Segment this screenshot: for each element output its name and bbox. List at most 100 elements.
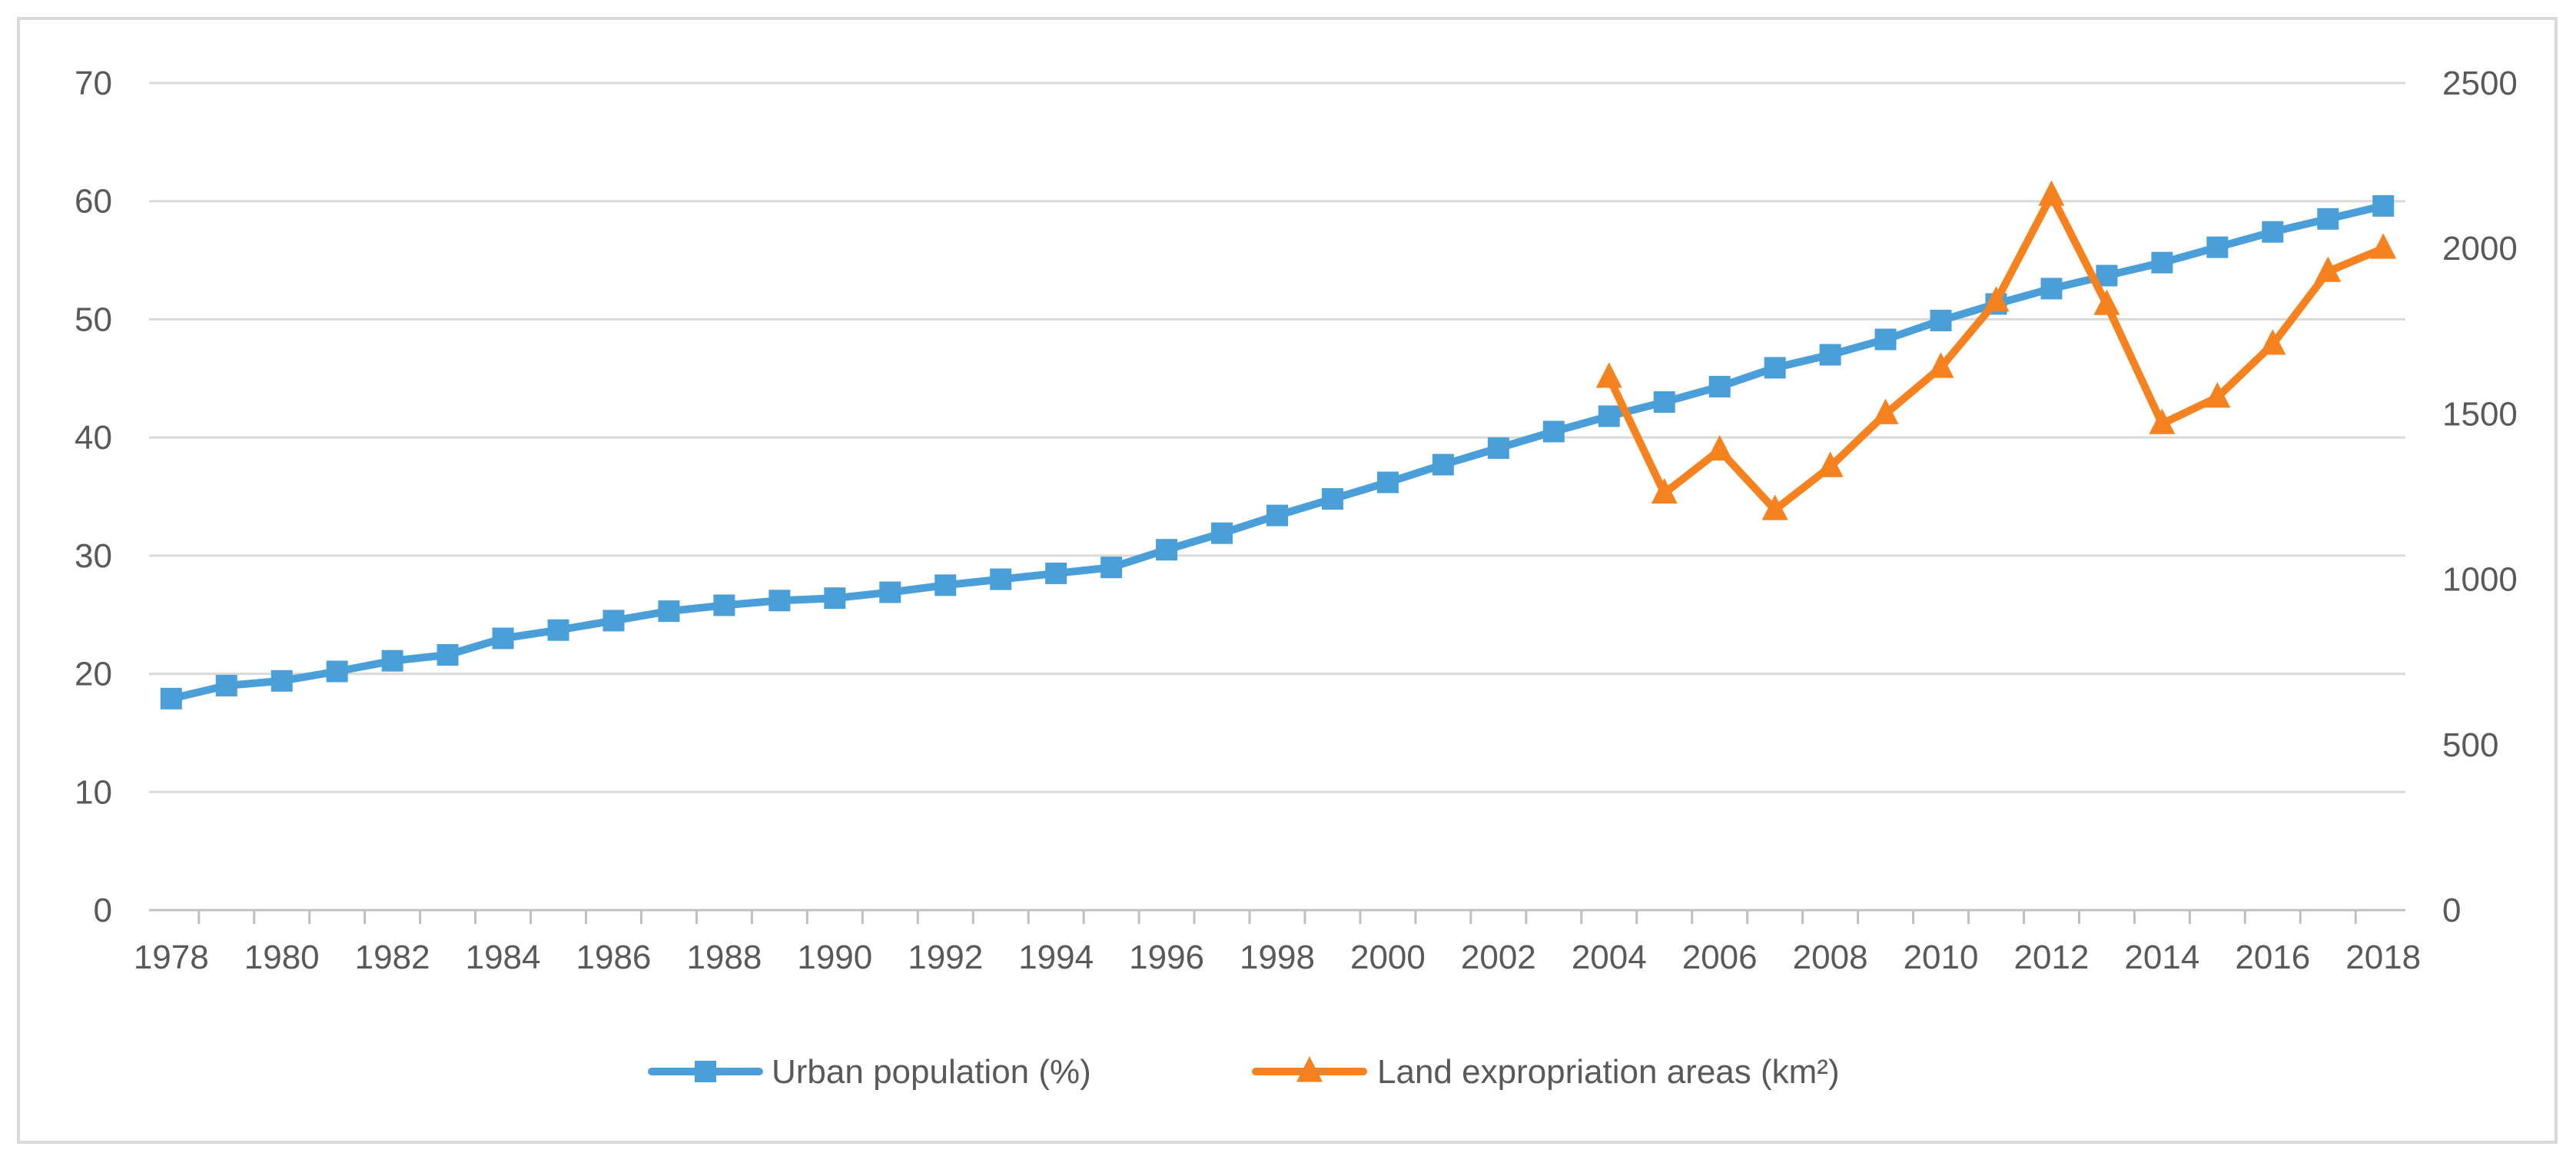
data-point	[1874, 328, 1897, 351]
data-point	[2093, 289, 2120, 315]
data-point	[1321, 488, 1343, 510]
data-point	[160, 687, 182, 709]
legend-item-urban-population: Urban population (%)	[648, 1053, 1091, 1091]
y2-tick-label: 2000	[2442, 230, 2518, 267]
chart-frame: 0 10 20 30 40 50 60 70 0 500 1000 1500 2000 2500 1978 1…	[17, 17, 2558, 1144]
data-point	[1761, 494, 1788, 520]
data-point	[1100, 557, 1123, 579]
legend-swatch-marker	[1296, 1056, 1323, 1082]
x-tick-label: 2014	[2124, 939, 2199, 976]
x-tick-label: 2004	[1572, 939, 1647, 976]
y-tick-label: 0	[94, 892, 112, 929]
y-tick-label: 60	[75, 183, 112, 221]
data-point	[1156, 539, 1178, 561]
data-point	[1872, 398, 1899, 424]
data-point	[1487, 437, 1509, 459]
data-point	[547, 619, 569, 641]
data-point	[2372, 194, 2395, 217]
series-layer	[160, 180, 2397, 709]
x-tick-label: 2012	[2014, 939, 2090, 976]
data-point	[492, 627, 514, 650]
data-point	[1706, 434, 1733, 461]
x-tick-label: 1990	[797, 939, 872, 976]
data-point	[1045, 562, 1067, 584]
data-point	[2370, 233, 2397, 259]
data-point	[1983, 286, 2010, 312]
y-tick-label: 50	[75, 301, 112, 338]
legend: Urban population (%) Land expropriation a…	[648, 1053, 1840, 1091]
y2-tick-label: 2500	[2442, 65, 2518, 102]
data-point	[658, 600, 680, 623]
axes: 0 10 20 30 40 50 60 70 0 500 1000 1500 2000 2500 1978 1…	[75, 65, 2518, 976]
data-point	[437, 643, 459, 666]
data-point	[2206, 236, 2229, 258]
y-tick-label: 10	[75, 773, 112, 811]
series-land-expropriation	[1595, 180, 2397, 520]
data-point	[768, 590, 791, 612]
data-point	[934, 574, 957, 596]
data-point	[879, 581, 901, 603]
data-point	[1930, 309, 1952, 331]
x-tick-label: 2010	[1904, 939, 1979, 976]
x-tick-label: 1998	[1240, 939, 1315, 976]
data-point	[603, 610, 625, 632]
data-point	[713, 594, 735, 616]
data-point	[1651, 477, 1678, 504]
data-point	[2315, 256, 2342, 282]
data-point	[1211, 522, 1233, 544]
line-chart: 0 10 20 30 40 50 60 70 0 500 1000 1500 2000 2500 1978 1…	[75, 65, 2518, 1091]
y-tick-label: 70	[75, 65, 112, 102]
data-point	[326, 660, 348, 683]
data-point	[1653, 391, 1675, 414]
x-tick-label: 1980	[244, 939, 320, 976]
x-tick-label: 1994	[1018, 939, 1094, 976]
y2-tick-label: 0	[2442, 892, 2461, 929]
data-point	[381, 650, 403, 672]
legend-label: Urban population (%)	[772, 1053, 1091, 1091]
data-point	[1764, 357, 1786, 379]
x-tick-label: 2018	[2345, 939, 2421, 976]
series-urban-population	[160, 194, 2395, 709]
data-point	[2151, 251, 2173, 274]
data-point	[271, 670, 293, 692]
legend-item-land-expropriation: Land expropriation areas (km²)	[1252, 1053, 1840, 1091]
data-point	[2040, 277, 2063, 300]
x-tick-label: 2002	[1461, 939, 1536, 976]
data-point	[1927, 352, 1954, 378]
x-tick-label: 2008	[1793, 939, 1868, 976]
data-point	[1542, 420, 1565, 443]
legend-label: Land expropriation areas (km²)	[1377, 1053, 1840, 1091]
x-tick-label: 1978	[134, 939, 209, 976]
data-point	[2038, 180, 2065, 206]
data-point	[2204, 382, 2231, 408]
data-point	[215, 674, 237, 696]
x-tick-label: 2006	[1682, 939, 1758, 976]
data-point	[824, 587, 846, 610]
data-point	[990, 568, 1012, 590]
data-point	[1432, 454, 1454, 476]
data-point	[1708, 376, 1731, 398]
data-point	[1595, 362, 1622, 388]
data-point	[1598, 405, 1620, 427]
data-point	[1266, 504, 1288, 527]
x-tick-label: 1988	[686, 939, 762, 976]
data-point	[2149, 408, 2176, 434]
y-tick-label: 20	[75, 656, 112, 693]
data-point	[1376, 471, 1399, 493]
y2-tick-label: 1500	[2442, 395, 2518, 433]
data-point	[1817, 451, 1844, 477]
x-tick-label: 1986	[576, 939, 652, 976]
data-point	[1819, 344, 1841, 366]
x-tick-label: 1996	[1129, 939, 1204, 976]
data-point	[2317, 208, 2339, 230]
y2-tick-label: 500	[2442, 726, 2498, 764]
data-point	[2259, 329, 2286, 355]
x-tick-label: 1984	[466, 939, 541, 976]
legend-swatch-marker	[695, 1061, 716, 1082]
gridlines	[149, 81, 2405, 793]
x-tick-label: 1982	[355, 939, 430, 976]
data-point	[2262, 221, 2284, 243]
x-tick-label: 1992	[908, 939, 983, 976]
x-tick-label: 2016	[2235, 939, 2310, 976]
y-tick-label: 30	[75, 537, 112, 575]
